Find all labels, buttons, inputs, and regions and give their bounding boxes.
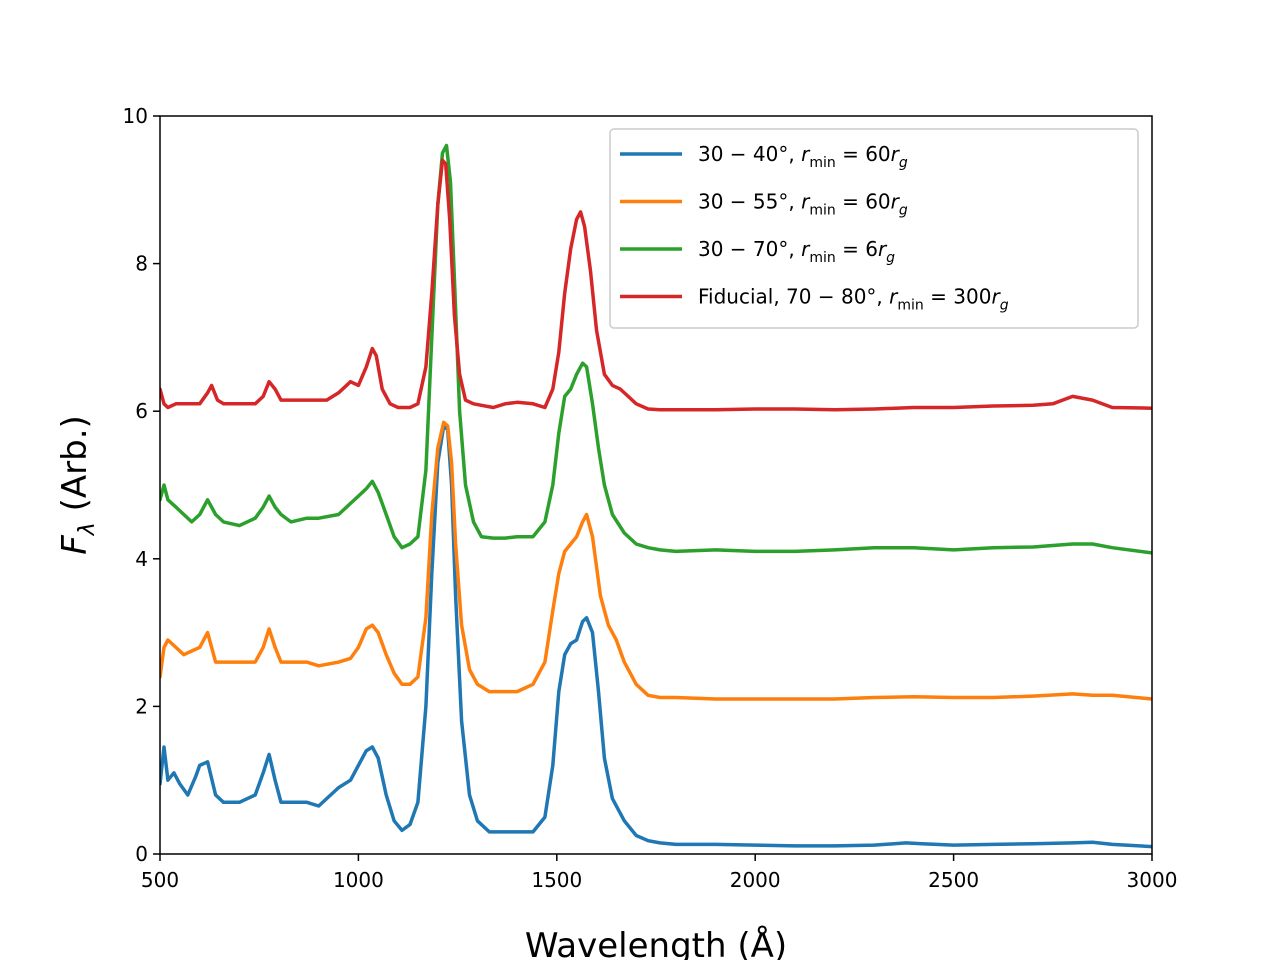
y-tick-label: 8 [135,252,148,276]
series-line-3 [160,143,1152,555]
y-tick-label: 6 [135,399,148,423]
y-axis-title-symbol: F [55,535,95,555]
series-line-2 [160,420,1152,701]
plot-frame [159,115,1153,855]
x-tick-label: 500 [141,868,179,892]
x-tick-label: 2000 [730,868,781,892]
y-tick-label: 0 [135,842,148,866]
y-tick-label: 4 [135,547,148,571]
legend-label: 30 − 55°, rmin = 60rg [698,190,908,219]
legend: 30 − 40°, rmin = 60rg 30 − 55°, rmin = 60… [609,128,1139,329]
y-axis-title-subscript: λ [75,522,100,536]
x-tick-label: 1500 [531,868,582,892]
y-axis-title: Fλ (Arb.) [55,415,100,555]
y-axis-title-rest: (Arb.) [55,415,95,522]
y-tick-label: 10 [123,104,148,128]
series-line-1 [160,424,1152,849]
x-tick-label: 3000 [1127,868,1178,892]
legend-box [609,128,1139,329]
x-tick-label: 1000 [333,868,384,892]
x-axis-title: Wavelength (Å) [525,925,787,960]
legend-label: 30 − 70°, rmin = 6rg [698,237,895,266]
y-tick-label: 2 [135,694,148,718]
legend-label: 30 − 40°, rmin = 60rg [698,142,908,171]
series-line-4 [160,158,1152,412]
axis-ticks: 500 1000 1500 2000 2500 3000 0 2 4 6 8 10 [123,104,1178,892]
series-lines [160,143,1152,849]
legend-label: Fiducial, 70 − 80°, rmin = 300rg [698,285,1009,314]
x-tick-label: 2500 [928,868,979,892]
